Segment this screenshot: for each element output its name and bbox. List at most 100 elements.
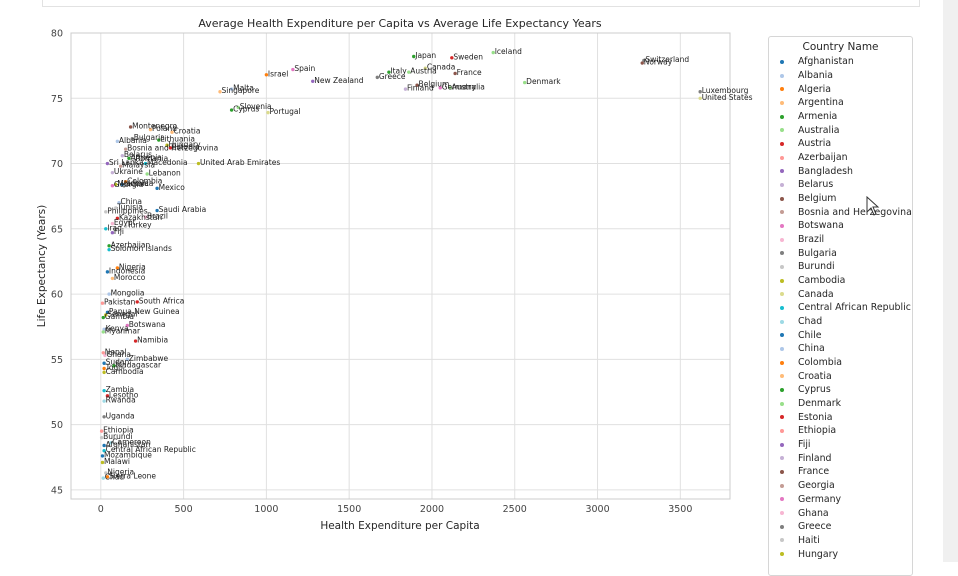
- legend-swatch: [780, 333, 784, 338]
- point-label: Solomon Islands: [111, 244, 172, 253]
- data-points: [99, 50, 702, 480]
- point-label: Morocco: [114, 273, 146, 282]
- data-point: [155, 208, 159, 213]
- data-point: [102, 443, 106, 448]
- x-tick-label: 2000: [420, 504, 444, 515]
- legend-label: Fiji: [798, 439, 811, 451]
- point-label: Nigeria: [107, 467, 134, 476]
- legend-item: Azerbaijan: [769, 151, 912, 165]
- point-label: Zimbabwe: [129, 354, 169, 363]
- data-point: [291, 67, 295, 72]
- data-point: [102, 327, 106, 332]
- legend-label: Botswana: [798, 220, 844, 232]
- legend-item: Burundi: [769, 260, 912, 274]
- data-point: [104, 227, 108, 231]
- data-point: [114, 182, 118, 187]
- point-label: Colombia: [127, 176, 162, 185]
- point-label: Mozambique: [104, 450, 152, 459]
- legend-swatch: [780, 100, 784, 105]
- point-label: Greece: [379, 72, 406, 81]
- legend-swatch: [780, 223, 784, 228]
- point-label: Indonesia: [109, 266, 145, 275]
- point-label: Norway: [644, 58, 673, 67]
- point-label: Gambia: [105, 312, 134, 321]
- data-point: [143, 215, 148, 219]
- data-point: [127, 156, 131, 161]
- point-label: Ghana: [106, 350, 131, 359]
- point-label: Croatia: [174, 127, 201, 136]
- legend-label: Albania: [798, 70, 834, 81]
- data-point: [120, 154, 125, 158]
- point-label: Armenia: [130, 153, 161, 162]
- point-label: Sri Lanka: [109, 158, 144, 167]
- point-label: Mongolia: [111, 289, 145, 298]
- data-point: [168, 146, 173, 150]
- legend-label: Chad: [798, 316, 823, 328]
- legend-item: Denmark: [769, 397, 912, 411]
- data-point: [110, 221, 115, 226]
- data-point: [112, 364, 116, 368]
- legend-label: China: [798, 343, 825, 355]
- y-tick-label: 70: [51, 159, 63, 170]
- legend-swatch: [780, 524, 784, 529]
- point-label: Singapore: [222, 86, 260, 95]
- legend-label: Afghanistan: [798, 56, 854, 68]
- legend-swatch: [780, 141, 784, 146]
- plot-frame: [70, 32, 731, 500]
- legend-swatch: [780, 182, 784, 187]
- point-label: Israel: [268, 69, 289, 78]
- legend-items: Afghanistan Albania Algeria Argentina Armeni…: [769, 55, 912, 561]
- point-label: Austria: [410, 67, 437, 76]
- point-label: Tunisia: [116, 202, 143, 211]
- legend-swatch: [780, 169, 784, 174]
- legend-title: Country Name: [802, 41, 879, 53]
- y-tick-label: 50: [51, 420, 63, 431]
- legend-item: Georgia: [769, 479, 912, 493]
- legend-label: Belarus: [798, 179, 834, 191]
- chart-title: Average Health Expenditure per Capita vs…: [198, 17, 601, 30]
- legend-item: Afghanistan: [769, 55, 912, 69]
- legend-item: Hungary: [769, 547, 912, 561]
- legend-label: Cyprus: [798, 384, 831, 396]
- point-label: Turkey: [126, 221, 152, 230]
- data-point: [107, 244, 111, 248]
- point-label: Germany: [442, 82, 477, 91]
- legend-item: Algeria: [769, 82, 912, 96]
- legend-item: Estonia: [769, 410, 912, 424]
- legend-label: Brazil: [798, 234, 825, 246]
- data-point: [407, 70, 411, 74]
- point-label: Hungary: [169, 140, 202, 149]
- data-point: [101, 330, 105, 334]
- point-label: Albania: [119, 136, 147, 145]
- data-point: [107, 292, 111, 296]
- axis-tick-labels: 0 500 1000 1500 2000 2500 3000 3500 45 50 55 60 65 70…: [51, 29, 693, 516]
- legend-item: Cambodia: [769, 274, 912, 288]
- data-point: [102, 415, 106, 419]
- point-label: Kenya: [106, 324, 129, 333]
- data-point: [101, 476, 105, 480]
- legend-swatch: [780, 511, 784, 515]
- point-label: Ethiopia: [103, 426, 134, 435]
- point-label: Rwanda: [106, 396, 136, 405]
- data-point: [105, 475, 110, 479]
- data-point: [110, 276, 115, 281]
- point-label: Fiji: [114, 227, 124, 236]
- point-label: Zambia: [106, 385, 134, 394]
- data-point: [375, 75, 380, 80]
- point-label: Switzerland: [645, 55, 689, 64]
- data-point: [412, 54, 416, 59]
- legend-item: Central African Republic: [769, 301, 912, 315]
- point-label: Saudi Arabia: [159, 205, 207, 214]
- data-point: [123, 224, 128, 228]
- vertical-scrollbar[interactable]: [943, 0, 958, 562]
- legend-label: Colombia: [798, 357, 843, 369]
- data-point: [229, 87, 234, 91]
- data-point: [155, 186, 159, 191]
- data-point: [105, 270, 110, 274]
- y-axis-label: Life Expectancy (Years): [36, 205, 48, 327]
- data-point: [128, 125, 133, 129]
- legend-swatch: [780, 483, 784, 488]
- legend-item: Bangladesh: [769, 164, 912, 178]
- legend-label: France: [798, 466, 830, 478]
- legend-item: Ghana: [769, 506, 912, 520]
